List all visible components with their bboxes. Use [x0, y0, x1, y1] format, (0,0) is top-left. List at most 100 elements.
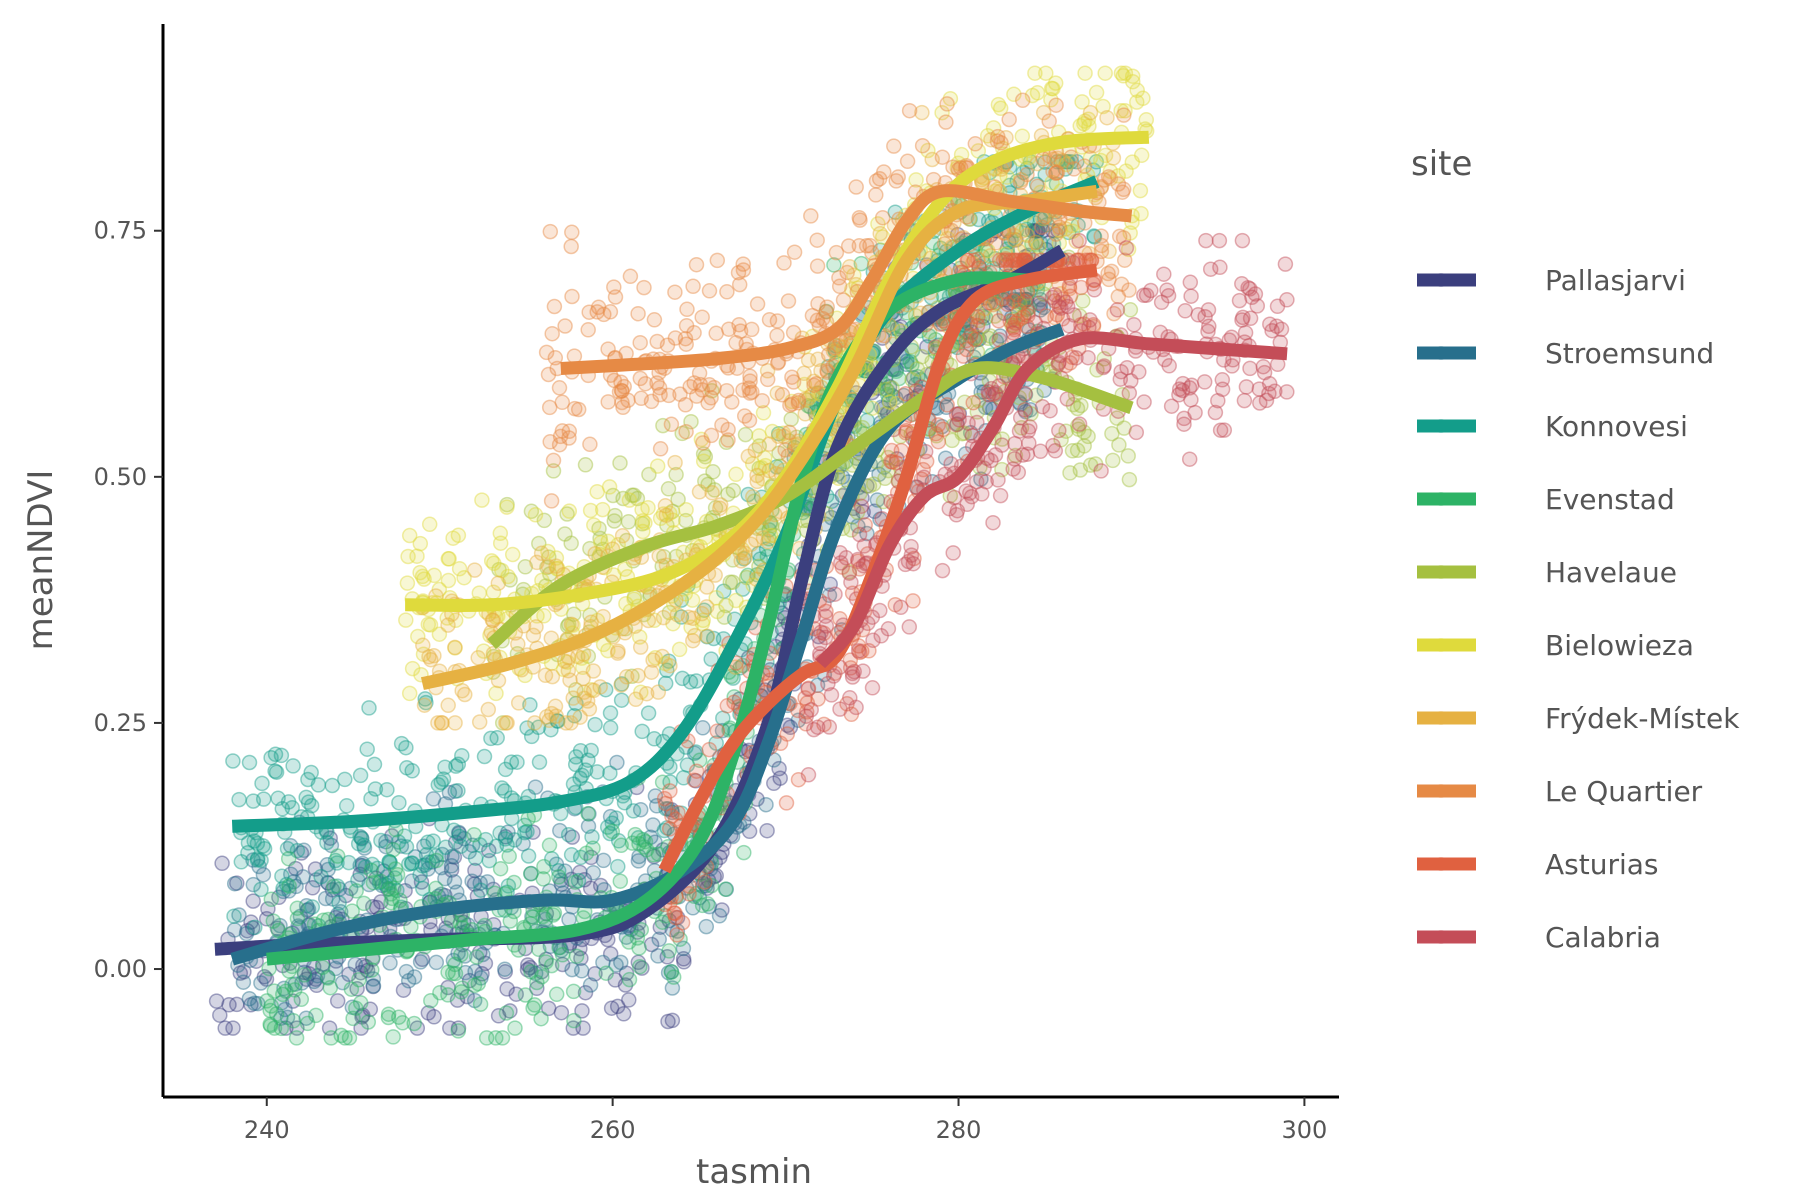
scatter-point	[990, 128, 1006, 145]
scatter-point	[409, 1020, 426, 1036]
scatter-point	[975, 318, 991, 335]
scatter-point	[384, 828, 400, 844]
scatter-point	[1037, 166, 1053, 183]
scatter-point	[309, 967, 326, 984]
scatter-point	[664, 921, 680, 938]
scatter-point	[490, 1008, 507, 1024]
scatter-point	[866, 503, 883, 520]
scatter-point	[292, 908, 309, 925]
scatter-point	[485, 881, 502, 898]
scatter-point	[662, 774, 678, 790]
scatter-point	[298, 789, 314, 806]
scatter-point	[365, 978, 381, 995]
scatter-point	[280, 850, 297, 867]
scatter-point	[888, 173, 904, 189]
scatter-point	[243, 997, 259, 1013]
scatter-point	[973, 375, 990, 391]
scatter-point	[1001, 111, 1017, 128]
scatter-point	[506, 874, 522, 891]
scatter-point	[473, 882, 489, 898]
scatter-point	[821, 587, 838, 604]
scatter-point	[1234, 232, 1251, 249]
scatter-point	[567, 874, 584, 890]
scatter-point	[587, 966, 603, 982]
scatter-point	[762, 515, 778, 531]
scatter-point	[382, 854, 398, 871]
scatter-point	[667, 454, 683, 471]
scatter-point	[938, 114, 954, 130]
scatter-point	[698, 599, 715, 615]
scatter-point	[296, 842, 312, 859]
scatter-point	[260, 901, 276, 917]
scatter-point	[696, 602, 712, 618]
scatter-point	[499, 715, 515, 731]
scatter-point	[656, 822, 673, 839]
scatter-point	[354, 1009, 370, 1025]
scatter-point	[962, 425, 979, 441]
scatter-point	[459, 988, 475, 1005]
scatter-point	[721, 321, 737, 337]
scatter-point	[664, 980, 681, 996]
scatter-point	[565, 983, 582, 1000]
scatter-point	[371, 874, 388, 891]
scatter-point	[1018, 291, 1035, 308]
scatter-point	[259, 993, 275, 1009]
scatter-point	[898, 356, 915, 373]
scatter-point	[880, 621, 897, 637]
scatter-point	[1132, 182, 1149, 199]
scatter-point	[736, 550, 752, 567]
scatter-point	[398, 963, 415, 980]
scatter-point	[652, 441, 669, 457]
scatter-point	[497, 829, 514, 845]
scatter-point	[565, 690, 581, 706]
scatter-point	[864, 680, 881, 696]
scatter-point	[232, 965, 249, 981]
scatter-point	[887, 389, 904, 406]
legend-item: Bielowieza	[1417, 629, 1694, 662]
legend-label: Evenstad	[1545, 483, 1675, 516]
scatter-point	[930, 433, 947, 450]
scatter-point	[1051, 354, 1067, 371]
scatter-point	[839, 264, 855, 281]
scatter-point	[245, 852, 261, 868]
scatter-point	[474, 966, 490, 982]
scatter-point	[404, 855, 420, 871]
scatter-point	[364, 962, 380, 978]
scatter-point	[304, 899, 321, 915]
scatter-point	[255, 838, 271, 854]
scatter-point	[435, 771, 452, 787]
scatter-point	[827, 339, 843, 356]
scatter-point	[480, 701, 497, 718]
scatter-point	[515, 836, 531, 852]
scatter-point	[380, 881, 396, 897]
scatter-point	[910, 368, 926, 385]
scatter-point	[580, 818, 597, 834]
scatter-point	[531, 941, 547, 958]
scatter-point	[464, 837, 481, 854]
scatter-point	[552, 822, 568, 839]
scatter-point	[298, 1010, 314, 1026]
scatter-point	[467, 850, 484, 866]
scatter-point	[686, 745, 703, 762]
scatter-point	[613, 676, 630, 692]
scatter-point	[949, 502, 966, 519]
scatter-point	[697, 874, 713, 890]
scatter-point	[352, 828, 368, 845]
scatter-point	[321, 1020, 338, 1036]
scatter-point	[449, 884, 465, 900]
scatter-point	[659, 662, 675, 679]
scatter-point	[675, 951, 692, 967]
scatter-point	[361, 700, 377, 716]
scatter-point	[274, 801, 291, 817]
scatter-point	[522, 959, 538, 976]
scatter-point	[372, 873, 389, 890]
scatter-point	[758, 796, 774, 813]
scatter-point	[533, 963, 550, 980]
scatter-point	[1034, 219, 1050, 235]
scatter-point	[1001, 177, 1018, 194]
scatter-point	[1026, 215, 1043, 231]
scatter-point	[981, 399, 998, 416]
scatter-point	[442, 1020, 458, 1036]
scatter-point	[278, 1020, 294, 1036]
scatter-point	[592, 877, 609, 894]
